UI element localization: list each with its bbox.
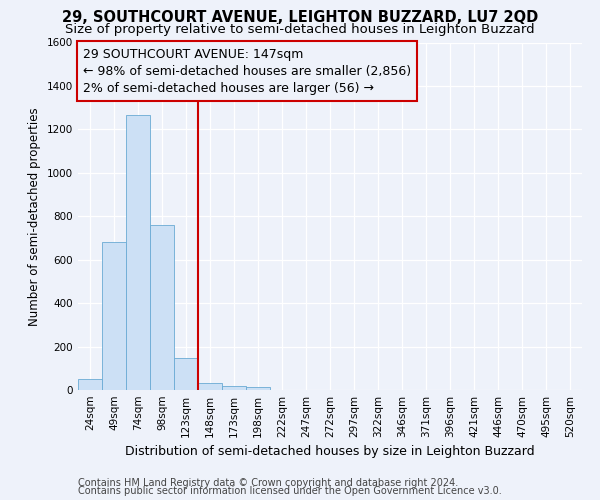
Text: Size of property relative to semi-detached houses in Leighton Buzzard: Size of property relative to semi-detach… bbox=[65, 22, 535, 36]
Bar bbox=[174, 358, 198, 390]
Text: 29 SOUTHCOURT AVENUE: 147sqm
← 98% of semi-detached houses are smaller (2,856)
2: 29 SOUTHCOURT AVENUE: 147sqm ← 98% of se… bbox=[83, 48, 411, 94]
Bar bbox=[150, 225, 174, 390]
X-axis label: Distribution of semi-detached houses by size in Leighton Buzzard: Distribution of semi-detached houses by … bbox=[125, 446, 535, 458]
Bar bbox=[246, 387, 270, 390]
Bar bbox=[126, 116, 150, 390]
Bar bbox=[198, 383, 222, 390]
Bar bbox=[78, 379, 102, 390]
Text: Contains HM Land Registry data © Crown copyright and database right 2024.: Contains HM Land Registry data © Crown c… bbox=[78, 478, 458, 488]
Y-axis label: Number of semi-detached properties: Number of semi-detached properties bbox=[28, 107, 41, 326]
Text: Contains public sector information licensed under the Open Government Licence v3: Contains public sector information licen… bbox=[78, 486, 502, 496]
Bar bbox=[102, 242, 126, 390]
Text: 29, SOUTHCOURT AVENUE, LEIGHTON BUZZARD, LU7 2QD: 29, SOUTHCOURT AVENUE, LEIGHTON BUZZARD,… bbox=[62, 10, 538, 25]
Bar bbox=[222, 386, 246, 390]
